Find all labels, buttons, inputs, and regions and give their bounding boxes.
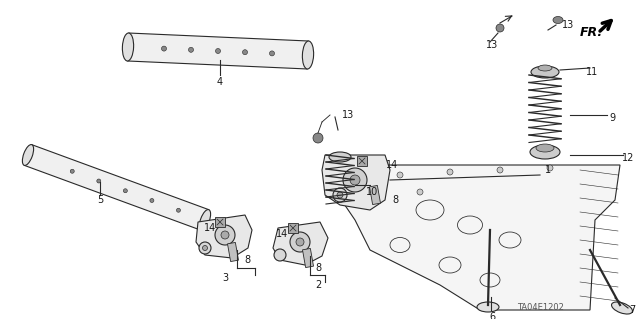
Ellipse shape <box>553 17 563 24</box>
Text: 13: 13 <box>342 110 354 120</box>
Ellipse shape <box>329 152 351 162</box>
Circle shape <box>70 169 74 173</box>
Text: 14: 14 <box>204 223 216 233</box>
Bar <box>288 223 298 233</box>
Text: 9: 9 <box>609 113 615 123</box>
Ellipse shape <box>122 33 134 61</box>
Bar <box>227 242 239 262</box>
Text: 5: 5 <box>97 195 103 205</box>
Polygon shape <box>338 165 620 310</box>
Ellipse shape <box>496 24 504 32</box>
Ellipse shape <box>22 145 34 166</box>
Circle shape <box>362 175 368 181</box>
Bar <box>215 217 225 227</box>
Text: 7: 7 <box>629 305 635 315</box>
Ellipse shape <box>536 144 554 152</box>
Text: 1: 1 <box>545 165 551 175</box>
Circle shape <box>150 198 154 203</box>
Circle shape <box>269 51 275 56</box>
Circle shape <box>124 189 127 193</box>
Text: 6: 6 <box>489 312 495 319</box>
Circle shape <box>202 246 207 250</box>
Circle shape <box>350 175 360 185</box>
Circle shape <box>97 179 101 183</box>
Circle shape <box>497 167 503 173</box>
Circle shape <box>243 50 248 55</box>
Text: 13: 13 <box>486 40 498 50</box>
Ellipse shape <box>531 66 559 78</box>
Text: 8: 8 <box>244 255 250 265</box>
Circle shape <box>221 231 229 239</box>
Ellipse shape <box>612 302 632 314</box>
Circle shape <box>296 238 304 246</box>
Circle shape <box>377 192 383 198</box>
Text: 11: 11 <box>586 67 598 77</box>
Circle shape <box>161 46 166 51</box>
Polygon shape <box>196 215 252 258</box>
Text: 2: 2 <box>315 280 321 290</box>
Polygon shape <box>127 33 308 69</box>
Ellipse shape <box>530 145 560 159</box>
Circle shape <box>447 169 453 175</box>
Bar <box>357 156 367 166</box>
Polygon shape <box>273 222 328 265</box>
Circle shape <box>417 189 423 195</box>
Bar <box>303 249 314 268</box>
Ellipse shape <box>477 302 499 312</box>
Polygon shape <box>24 145 209 230</box>
Text: 4: 4 <box>217 77 223 87</box>
Text: 12: 12 <box>622 153 634 163</box>
Circle shape <box>216 48 221 54</box>
Text: 14: 14 <box>276 229 288 239</box>
Circle shape <box>313 133 323 143</box>
Text: 13: 13 <box>562 20 574 30</box>
Text: 3: 3 <box>222 273 228 283</box>
Circle shape <box>397 172 403 178</box>
Ellipse shape <box>302 41 314 69</box>
Text: 8: 8 <box>315 263 321 273</box>
Ellipse shape <box>200 210 211 230</box>
Text: 8: 8 <box>392 195 398 205</box>
Text: 14: 14 <box>386 160 398 170</box>
Text: 10: 10 <box>366 187 378 197</box>
Circle shape <box>337 192 343 198</box>
Circle shape <box>199 242 211 254</box>
Circle shape <box>290 232 310 252</box>
Circle shape <box>177 208 180 212</box>
Polygon shape <box>322 155 390 210</box>
Text: FR.: FR. <box>580 26 603 40</box>
Text: TA04E1202: TA04E1202 <box>516 303 563 313</box>
Ellipse shape <box>538 65 552 71</box>
Circle shape <box>343 168 367 192</box>
Bar <box>369 185 381 204</box>
Circle shape <box>215 225 235 245</box>
Circle shape <box>547 165 553 171</box>
Circle shape <box>189 47 193 52</box>
Circle shape <box>274 249 286 261</box>
Circle shape <box>333 188 347 202</box>
